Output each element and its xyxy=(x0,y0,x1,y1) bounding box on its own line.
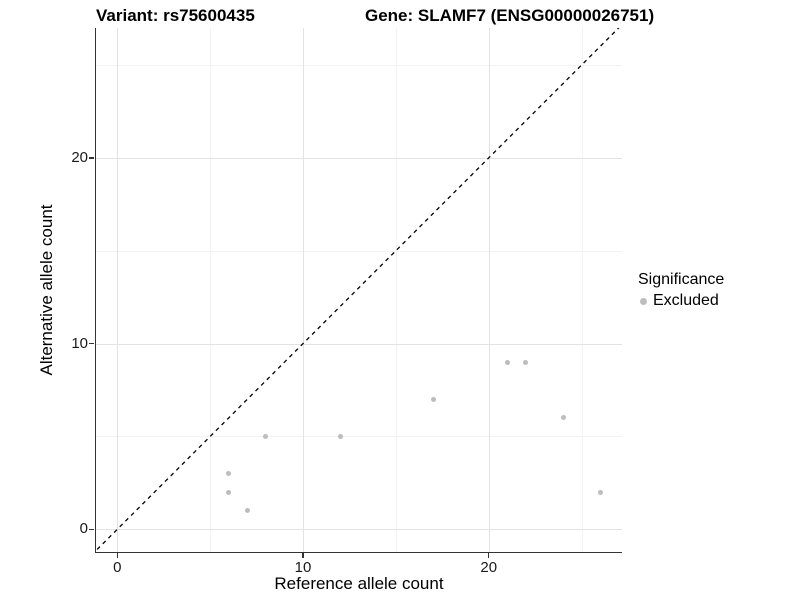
x-tick-label: 0 xyxy=(113,559,122,576)
plot-title-variant: Variant: rs75600435 xyxy=(96,6,255,25)
x-axis-tick xyxy=(302,553,304,558)
x-axis-title: Reference allele count xyxy=(274,574,444,593)
x-minor-gridline xyxy=(210,28,212,552)
y-axis-tick xyxy=(89,342,94,345)
x-major-gridline xyxy=(303,28,304,552)
x-axis-tick xyxy=(116,553,119,558)
x-minor-gridline xyxy=(581,28,583,552)
x-axis-line xyxy=(94,551,622,553)
x-tick-label: 20 xyxy=(480,559,498,576)
legend-item-label: Excluded xyxy=(653,292,719,309)
plot-title-gene: Gene: SLAMF7 (ENSG00000026751) xyxy=(365,6,655,25)
data-point xyxy=(244,508,250,514)
legend-point-icon xyxy=(640,297,647,305)
y-tick-label: 20 xyxy=(71,148,88,166)
y-axis-line xyxy=(94,28,96,552)
y-tick-label: 0 xyxy=(79,520,88,538)
y-major-gridline xyxy=(96,343,622,345)
data-point xyxy=(597,489,603,495)
x-major-gridline xyxy=(117,28,119,552)
identity-dashed-line xyxy=(96,28,620,552)
x-axis-tick xyxy=(487,553,490,558)
x-minor-gridline xyxy=(395,28,397,552)
y-axis-title: Alternative allele count xyxy=(37,204,56,376)
data-point xyxy=(504,359,510,365)
data-point xyxy=(523,359,529,365)
y-major-gridline xyxy=(96,157,622,159)
data-point xyxy=(337,433,343,439)
y-major-gridline xyxy=(96,529,622,531)
legend-item-excluded: Excluded xyxy=(638,292,724,310)
legend-title: Significance xyxy=(638,271,725,288)
y-minor-gridline xyxy=(96,65,622,67)
data-point xyxy=(263,433,269,439)
x-tick-label: 10 xyxy=(294,559,312,576)
data-point xyxy=(226,489,232,495)
plot-panel xyxy=(96,28,622,552)
y-axis-tick xyxy=(89,157,94,159)
y-axis-tick xyxy=(89,528,94,531)
y-tick-label: 10 xyxy=(71,334,88,352)
data-point xyxy=(560,415,566,421)
legend: Significance Excluded xyxy=(638,271,724,310)
x-major-gridline xyxy=(488,28,490,552)
data-point xyxy=(226,471,232,477)
data-point xyxy=(430,396,436,402)
y-minor-gridline xyxy=(96,250,622,252)
y-minor-gridline xyxy=(96,436,622,438)
